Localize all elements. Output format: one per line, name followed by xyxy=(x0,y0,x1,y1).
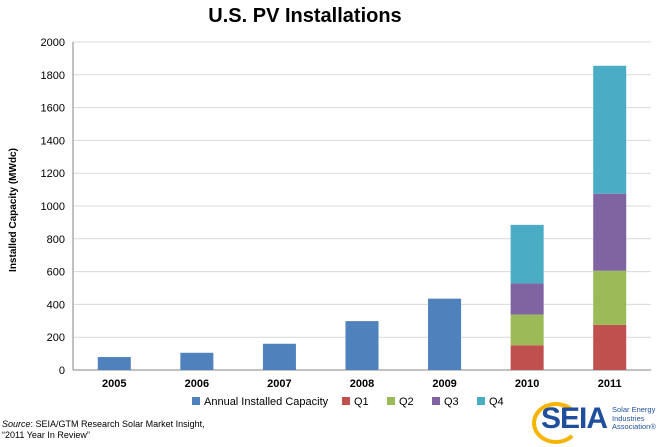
logo-subtitle-line1: Solar Energy xyxy=(612,405,656,414)
bar-q1-2011 xyxy=(593,324,627,370)
gridlines xyxy=(72,41,651,371)
bar-q4-2011 xyxy=(593,65,627,194)
y-tick-label: 1200 xyxy=(41,168,65,180)
legend: Annual Installed Capacity Q1 Q2 Q3 Q4 xyxy=(192,396,504,408)
bar-annual-installed-capacity-2008 xyxy=(345,321,379,370)
bar-annual-installed-capacity-2009 xyxy=(428,298,462,370)
legend-swatch xyxy=(192,397,200,405)
bar-q2-2010 xyxy=(510,314,544,346)
y-tick-label: 1600 xyxy=(41,103,65,115)
legend-swatch xyxy=(432,397,440,405)
x-axis-ticks: 2005 2006 2007 2008 2009 2010 2011 xyxy=(102,378,622,390)
y-tick-label: 400 xyxy=(47,299,65,311)
legend-swatch xyxy=(387,397,395,405)
logo-subtitle-line3: Association® xyxy=(612,422,656,431)
x-tick-label: 2011 xyxy=(598,378,622,390)
bar-q1-2010 xyxy=(510,345,544,370)
y-tick-label: 800 xyxy=(47,234,65,246)
logo-wordmark: SEIA xyxy=(541,402,608,435)
logo-subtitle-line2: Industries xyxy=(612,413,645,423)
y-tick-label: 2000 xyxy=(41,37,65,49)
source-label: Source xyxy=(2,419,31,429)
x-tick-label: 2009 xyxy=(432,378,456,390)
bar-q2-2011 xyxy=(593,270,627,325)
source-note: Source: SEIA/GTM Research Solar Market I… xyxy=(2,419,205,441)
y-tick-label: 200 xyxy=(47,332,65,344)
bar-annual-installed-capacity-2007 xyxy=(262,343,296,370)
sun-ring-icon xyxy=(532,402,580,444)
legend-label: Annual Installed Capacity xyxy=(204,396,329,408)
legend-label: Q1 xyxy=(354,396,369,408)
bar-q4-2010 xyxy=(510,224,544,284)
bar-q3-2010 xyxy=(510,283,544,315)
legend-swatch xyxy=(342,397,350,405)
legend-label: Q2 xyxy=(399,396,414,408)
y-tick-label: 1000 xyxy=(41,201,65,213)
x-tick-label: 2006 xyxy=(185,378,209,390)
source-text: : SEIA/GTM Research Solar Market Insight… xyxy=(30,419,205,429)
y-axis-ticks: 0 200 400 600 800 1000 1200 1400 1600 1800 2000 xyxy=(41,37,65,377)
y-tick-label: 600 xyxy=(47,267,65,279)
legend-label: Q4 xyxy=(489,396,504,408)
y-axis-label: Installed Capacity (MWdc) xyxy=(8,148,19,272)
y-tick-label: 0 xyxy=(59,365,65,377)
legend-label: Q3 xyxy=(444,396,459,408)
y-tick-label: 1400 xyxy=(41,135,65,147)
legend-swatch xyxy=(477,397,485,405)
y-tick-label: 1800 xyxy=(41,70,65,82)
chart-title: U.S. PV Installations xyxy=(208,5,401,27)
x-tick-label: 2005 xyxy=(102,378,126,390)
source-report-title: “2011 Year In Review” xyxy=(2,430,90,440)
x-tick-label: 2008 xyxy=(350,378,374,390)
seia-logo: SEIA Solar Energy Industries Association… xyxy=(532,400,660,444)
bars xyxy=(97,65,627,370)
bar-annual-installed-capacity-2006 xyxy=(180,352,214,370)
bar-q3-2011 xyxy=(593,193,627,271)
x-tick-label: 2007 xyxy=(267,378,291,390)
logo-subtitle: Solar Energy Industries Association® xyxy=(612,405,656,432)
x-tick-label: 2010 xyxy=(515,378,539,390)
bar-annual-installed-capacity-2005 xyxy=(97,357,131,370)
